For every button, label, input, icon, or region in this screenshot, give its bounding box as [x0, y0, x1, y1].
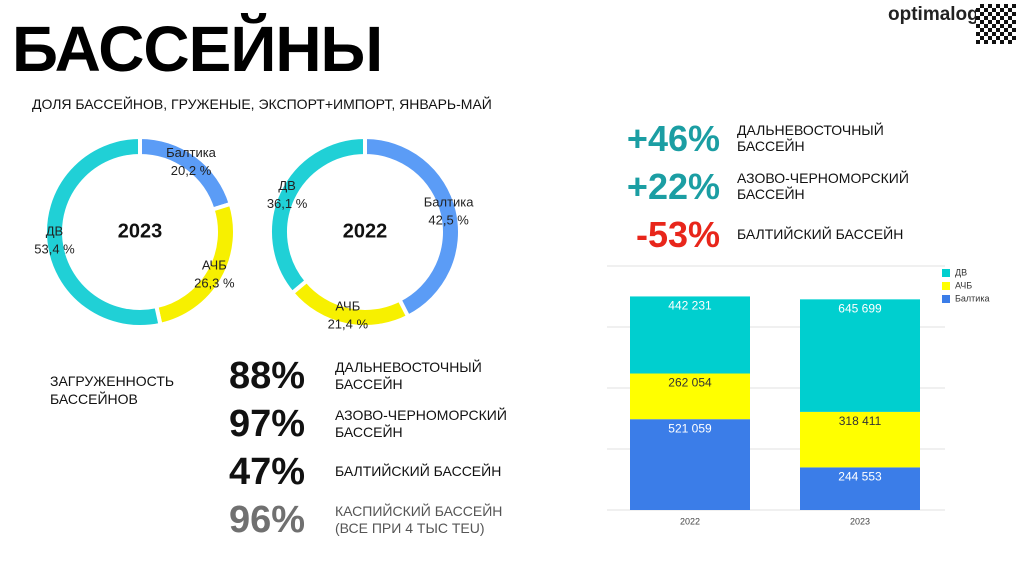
bar-segment: [800, 299, 920, 412]
utilization-value: 47%: [228, 451, 305, 493]
bar-value-label: 645 699: [838, 302, 882, 316]
segment-value-label: 21,4 %: [328, 317, 369, 332]
segment-label: АЧБ: [202, 258, 227, 273]
donut-center-label: 2023: [118, 220, 163, 242]
utilization-label: ДАЛЬНЕВОСТОЧНЫЙ БАССЕЙН: [335, 359, 482, 392]
logo: optimalog: [888, 4, 979, 25]
utilization-title: ЗАГРУЖЕННОСТЬ БАССЕЙНОВ: [50, 373, 175, 407]
legend-swatch: [942, 269, 950, 277]
donut-center-label: 2022: [343, 220, 388, 242]
bar-segment: [630, 419, 750, 510]
x-tick-label: 2023: [850, 516, 870, 526]
x-tick-label: 2022: [680, 516, 700, 526]
donut-segment: [43, 134, 163, 329]
utilization-label: КАСПИЙСКИЙ БАССЕЙН (ВСЕ ПРИ 4 ТЫС TEU): [335, 503, 503, 536]
bar-value-label: 262 054: [668, 376, 712, 390]
legend-label: ДВ: [955, 267, 967, 277]
growth-label: БАЛТИЙСКИЙ БАССЕЙН: [737, 226, 904, 242]
utilization-value: 97%: [228, 403, 305, 445]
segment-label: ДВ: [46, 224, 63, 239]
segment-value-label: 36,1 %: [267, 196, 308, 211]
bar-value-label: 318 411: [839, 414, 882, 428]
growth-label: ДАЛЬНЕВОСТОЧНЫЙ БАССЕЙН: [737, 122, 884, 154]
bar-segment: [800, 467, 920, 510]
utilization-label: БАЛТИЙСКИЙ БАССЕЙН: [335, 463, 502, 479]
bar-segment: [800, 411, 920, 468]
segment-value-label: 53,4 %: [34, 242, 75, 257]
bar-value-label: 521 059: [668, 421, 712, 435]
growth-value: -53%: [635, 214, 720, 255]
title: БАССЕЙНЫ: [12, 13, 383, 85]
utilization-value: 96%: [228, 499, 305, 541]
growth-value: +46%: [626, 118, 720, 159]
donut-segment: [268, 134, 367, 296]
legend-label: Балтика: [955, 293, 989, 303]
segment-label: АЧБ: [335, 299, 360, 314]
segment-label: ДВ: [278, 178, 295, 193]
qr-code: [976, 4, 1016, 44]
bar-value-label: 442 231: [668, 299, 712, 313]
bar-segment: [630, 296, 750, 374]
growth-label: АЗОВО-ЧЕРНОМОРСКИЙ БАССЕЙН: [737, 170, 909, 202]
segment-value-label: 20,2 %: [171, 163, 212, 178]
utilization-value: 88%: [228, 355, 305, 397]
growth-value: +22%: [626, 166, 720, 207]
bar-value-label: 244 553: [838, 470, 882, 484]
utilization-label: АЗОВО-ЧЕРНОМОРСКИЙ БАССЕЙН: [335, 407, 507, 440]
legend-label: АЧБ: [955, 280, 972, 290]
segment-label: Балтика: [424, 194, 475, 209]
segment-value-label: 42,5 %: [428, 212, 469, 227]
legend-swatch: [942, 295, 950, 303]
bar-segment: [630, 373, 750, 420]
segment-label: Балтика: [166, 145, 217, 160]
legend-swatch: [942, 282, 950, 290]
segment-value-label: 26,3 %: [194, 276, 235, 291]
subtitle: ДОЛЯ БАССЕЙНОВ, ГРУЖЕНЫЕ, ЭКСПОРТ+ИМПОРТ…: [32, 96, 492, 112]
